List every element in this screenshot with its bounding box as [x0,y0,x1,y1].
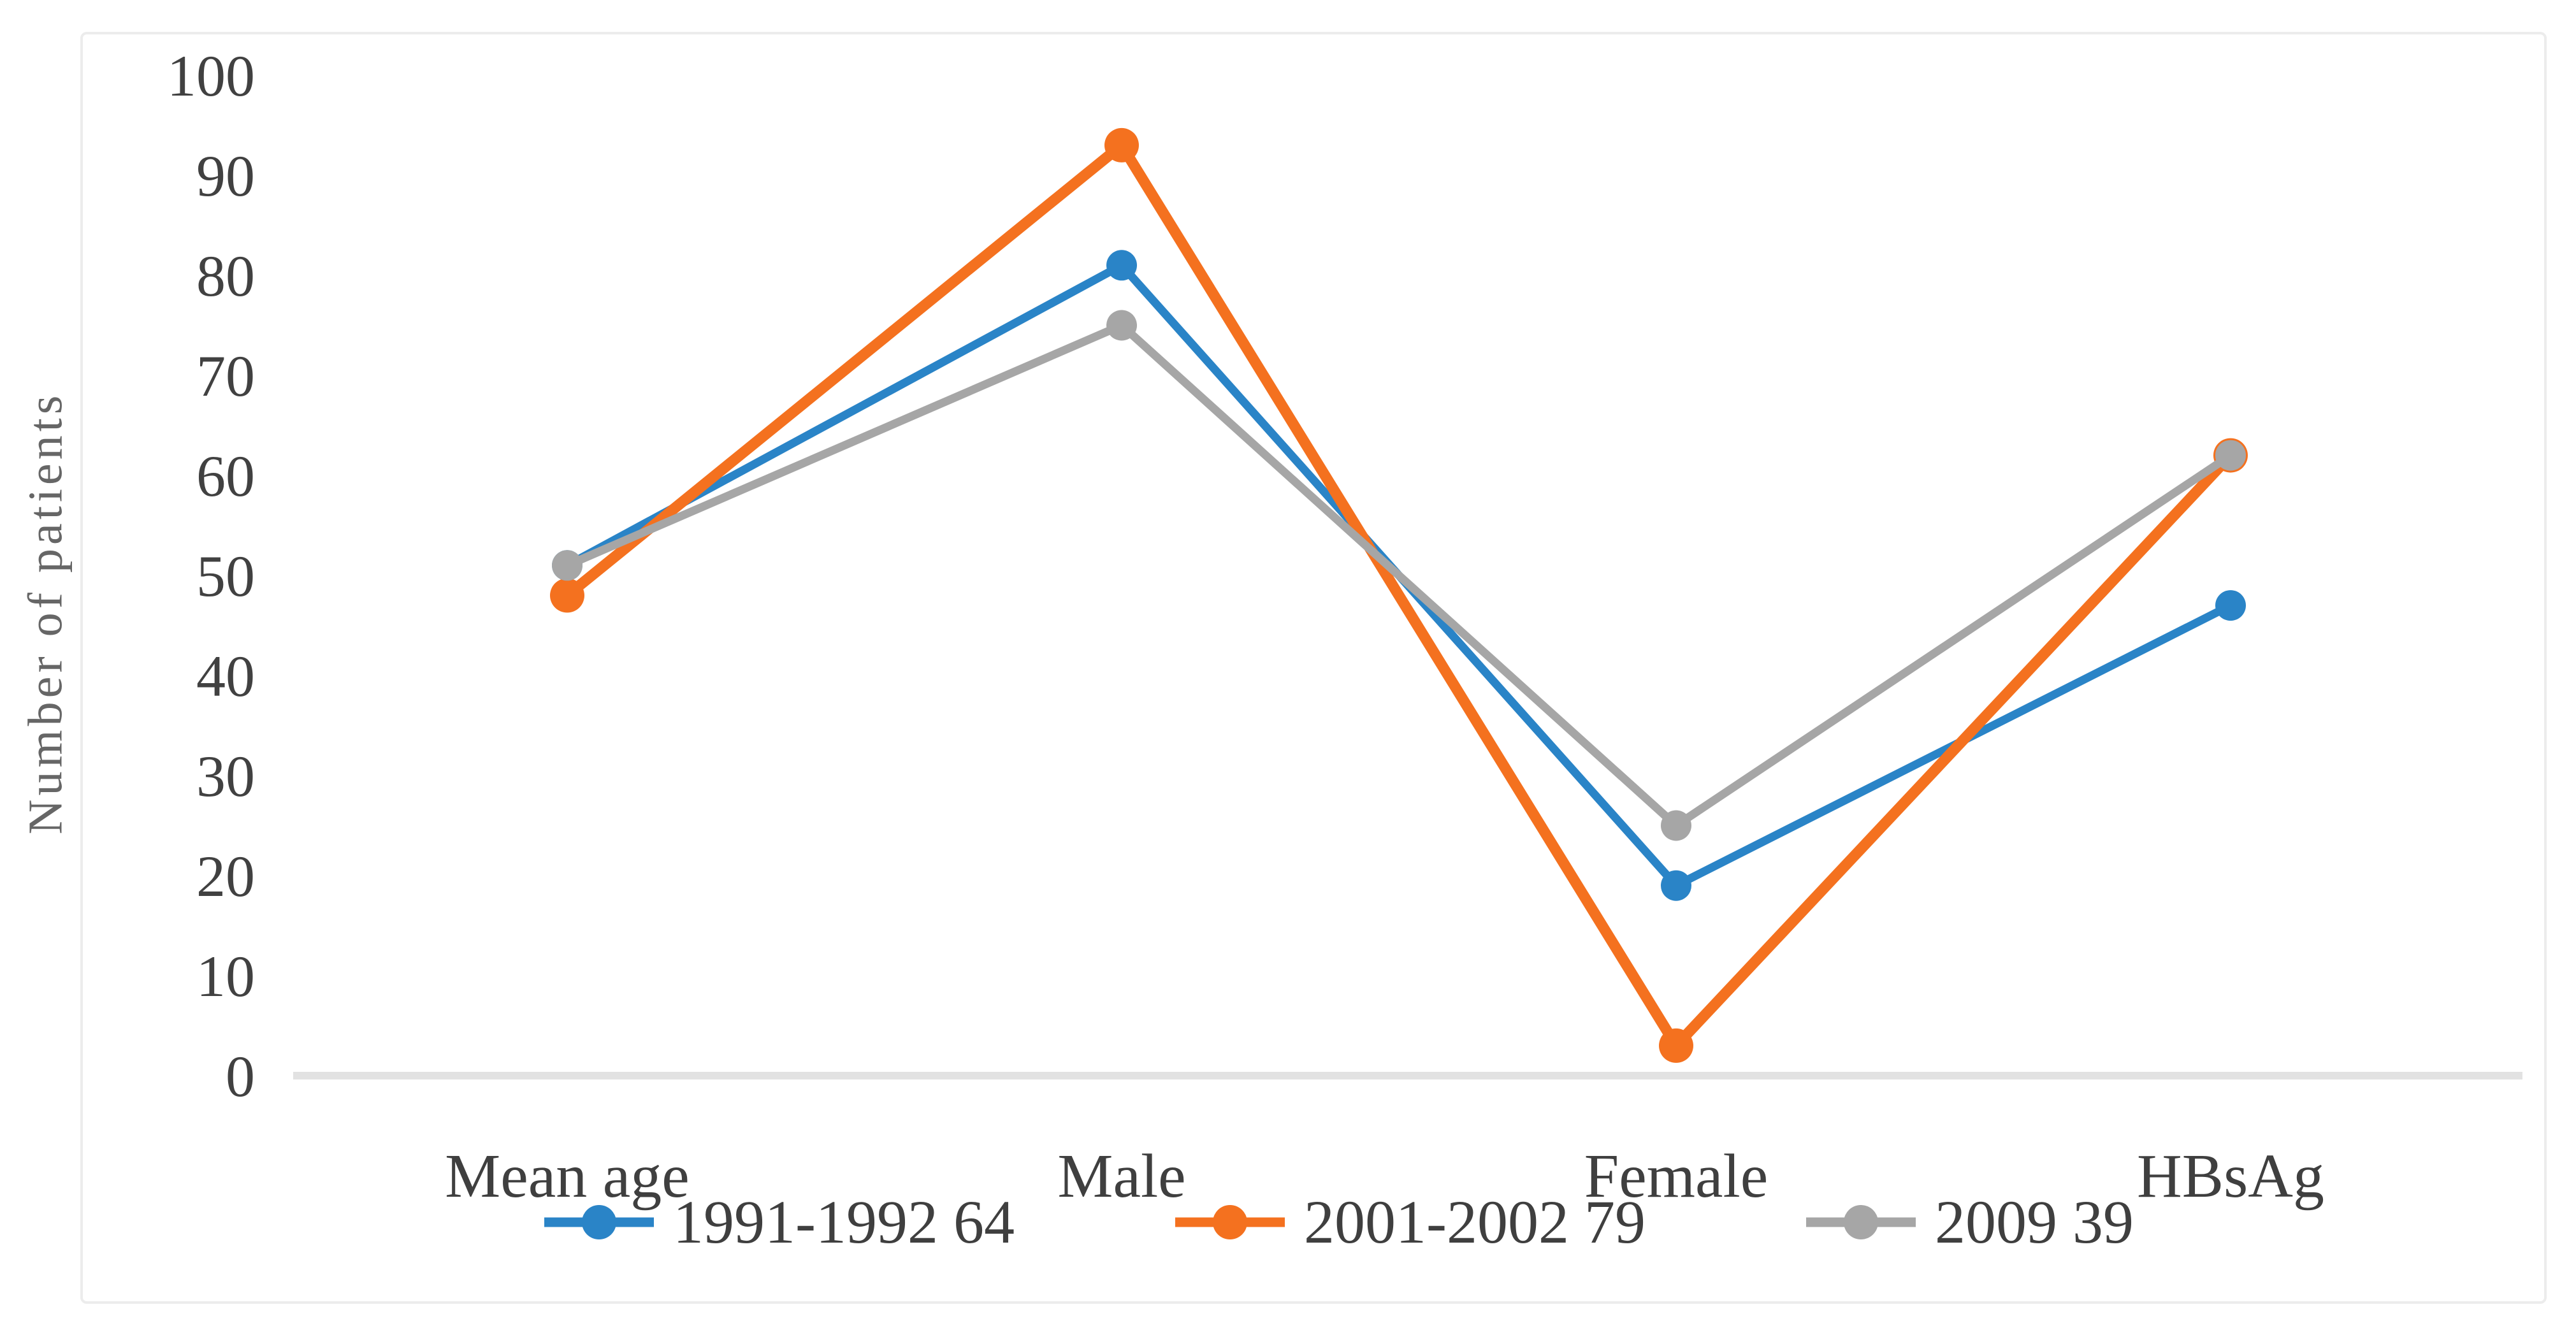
legend-item-1991-1992: 1991-1992 64 [543,1187,1015,1257]
legend-item-2001-2002: 2001-2002 79 [1174,1187,1646,1257]
data-point-marker [1106,310,1137,341]
category-label-male: Male [1057,1142,1185,1211]
legend-label: 2001-2002 79 [1304,1188,1646,1256]
data-point-marker [1104,127,1139,162]
legend-label: 2009 39 [1934,1188,2134,1256]
series-line [563,321,2235,830]
y-axis-title: Number of patients [18,391,73,835]
data-point-marker [2215,590,2246,621]
data-point-marker [1661,870,1691,901]
series-3 [552,310,2246,841]
y-axis-tick-label: 80 [196,243,255,308]
chart-border-frame [80,32,2547,1304]
data-point-marker [1661,810,1691,841]
y-axis-tick-label: 40 [196,644,255,709]
y-axis-tick-label: 10 [196,944,255,1009]
y-axis-tick-label: 60 [196,444,255,509]
y-axis-tick-label: 0 [226,1044,255,1109]
category-label-mean-age: Mean age [445,1142,690,1211]
legend-label: 1991-1992 64 [673,1188,1015,1256]
series-2 [550,127,2248,1063]
data-series-lines [550,127,2248,1063]
data-point-marker [1106,250,1137,281]
x-axis-category-labels: Mean age Male Female HBsAg [445,1142,2324,1211]
legend-marker-icon [1805,1204,1916,1239]
y-axis-tick-label: 90 [196,143,255,208]
series-line [561,140,2236,1051]
legend-marker-icon [1175,1204,1285,1239]
legend-marker-icon [544,1204,655,1239]
y-axis-tick-label: 50 [196,544,255,609]
data-point-marker [2215,440,2246,471]
category-label-female: Female [1584,1142,1768,1211]
chart-legend: 1991-1992 64 2001-2002 79 2009 39 [96,1187,2576,1257]
y-axis-tick-label: 30 [196,744,255,809]
y-axis-tick-label: 100 [167,43,255,108]
y-axis-tick-label: 20 [196,844,255,909]
data-point-marker [1659,1028,1693,1063]
data-point-marker [550,578,584,613]
y-axis-tick-labels: 0 10 20 30 40 50 60 70 80 90 100 [167,43,255,1109]
y-axis-tick-label: 70 [196,343,255,408]
legend-item-2009: 2009 39 [1805,1187,2134,1257]
data-point-marker [552,550,582,581]
category-label-hbsag: HBsAg [2137,1142,2324,1211]
